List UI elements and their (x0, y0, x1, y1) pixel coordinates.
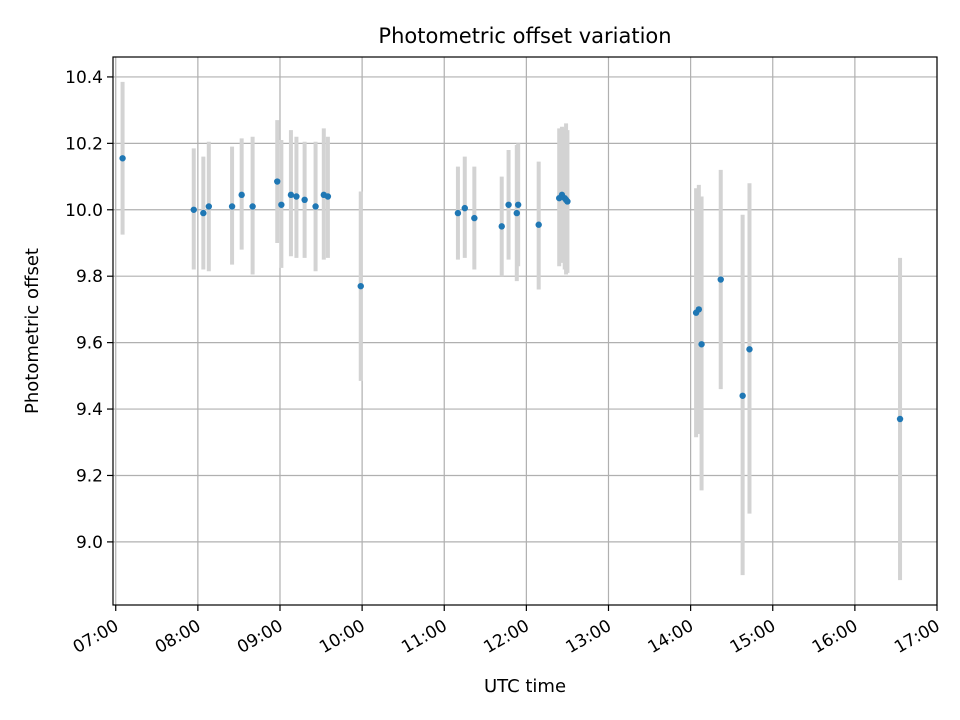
x-tick-label: 10:00 (316, 616, 368, 658)
chart-title: Photometric offset variation (378, 24, 671, 48)
x-tick-label: 16:00 (809, 616, 861, 658)
data-point (514, 201, 522, 208)
data-point (896, 415, 904, 423)
data-point (698, 341, 705, 348)
data-point (205, 203, 213, 210)
data-point (357, 282, 364, 290)
data-point (498, 223, 505, 230)
data-point (739, 392, 746, 399)
data-point (274, 178, 281, 185)
grid-lines (113, 57, 938, 605)
data-point (564, 198, 571, 205)
data-point (293, 193, 300, 200)
data-point (119, 155, 126, 162)
x-tick-label: 13:00 (563, 616, 615, 658)
y-tick-label: 10.0 (65, 201, 103, 221)
data-point (287, 191, 295, 199)
error-bars (120, 81, 903, 581)
data-point (454, 209, 462, 217)
x-axis-ticks: 07:00 08:00 09:00 10:00 11:00 12:00 13:00 14:00… (70, 605, 944, 658)
x-tick-label: 07:00 (70, 616, 122, 658)
data-point (190, 206, 197, 213)
x-tick-label: 11:00 (398, 616, 450, 658)
y-axis-label: Photometric offset (22, 248, 43, 414)
data-point (278, 201, 285, 208)
data-point (513, 209, 520, 217)
plot-frame (112, 56, 938, 606)
data-point (238, 191, 245, 199)
y-tick-label: 9.2 (76, 466, 103, 486)
y-tick-label: 9.6 (76, 334, 103, 354)
data-point (324, 193, 332, 200)
y-tick-label: 9.4 (76, 400, 103, 420)
x-axis-label: UTC time (484, 676, 566, 697)
y-tick-label: 9.0 (76, 533, 103, 553)
data-points (119, 155, 904, 423)
y-tick-label: 10.4 (65, 68, 103, 88)
data-point (249, 203, 256, 210)
y-tick-label: 9.8 (76, 267, 103, 287)
y-axis-ticks: 9.0 9.2 9.4 9.6 9.8 10.0 10.2 10.4 (65, 68, 113, 553)
y-tick-label: 10.2 (65, 134, 103, 154)
data-point (228, 203, 236, 210)
data-point (695, 306, 703, 313)
data-point (301, 196, 308, 204)
data-point (535, 221, 542, 228)
data-point (717, 276, 724, 283)
x-tick-label: 17:00 (891, 616, 943, 658)
x-tick-label: 08:00 (152, 616, 204, 658)
data-point (461, 204, 468, 212)
x-tick-label: 12:00 (480, 616, 532, 658)
x-tick-label: 14:00 (645, 616, 697, 658)
data-point (746, 346, 753, 353)
x-tick-label: 15:00 (727, 616, 779, 658)
data-point (505, 201, 512, 208)
data-point (471, 214, 478, 222)
data-point (200, 209, 207, 217)
data-point (312, 203, 319, 210)
x-tick-label: 09:00 (234, 616, 286, 658)
